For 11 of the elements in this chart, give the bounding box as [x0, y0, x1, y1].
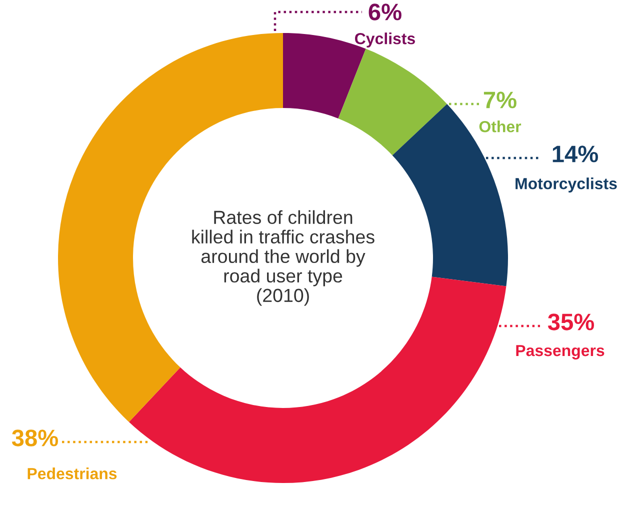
data-label: 35% [548, 314, 594, 330]
slice-label: Pedestrians [28, 468, 117, 480]
slice-label: Passengers [516, 345, 604, 360]
data-label: 6% [368, 4, 402, 20]
data-label: 7% [484, 92, 516, 108]
text: Rates of children killed in traffic crashes around the world by road user type (2010) [192, 210, 374, 306]
data-label: 38% [12, 430, 58, 446]
slice-label: Motorcyclists [516, 178, 617, 192]
data-label: 14% [552, 146, 598, 162]
slice-label: Other [479, 120, 522, 132]
slice-label: Cyclists [355, 32, 415, 48]
